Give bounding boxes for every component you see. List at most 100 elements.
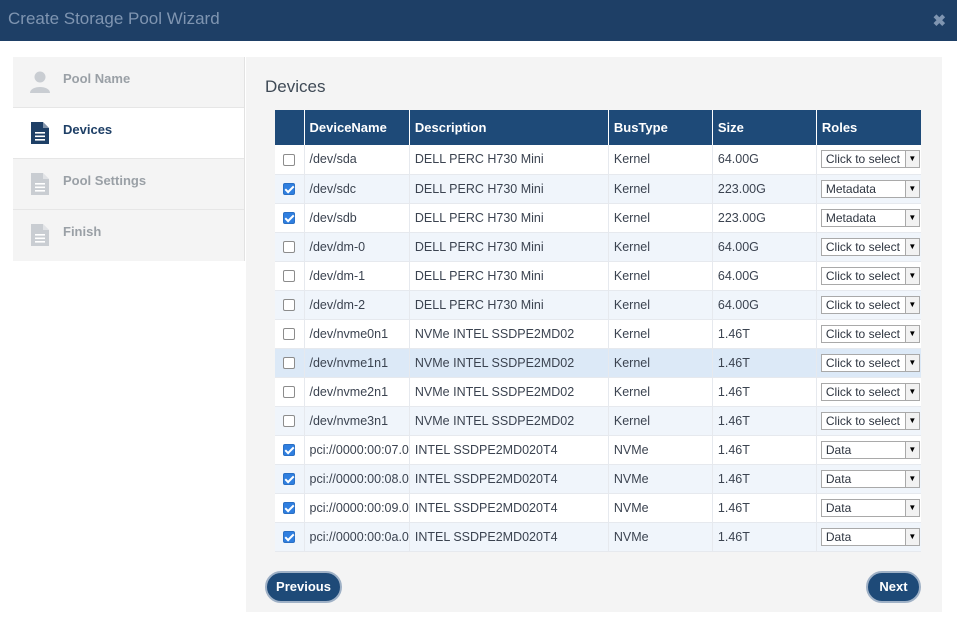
role-select[interactable]: Metadata ▼ — [820, 208, 920, 227]
row-checkbox[interactable] — [283, 357, 296, 370]
table-row[interactable]: /dev/nvme2n1 NVMe INTEL SSDPE2MD02 Kernel 1… — [275, 377, 921, 407]
role-select[interactable]: Data ▼ — [820, 527, 920, 546]
device-name-cell: /dev/nvme1n1 — [304, 348, 410, 378]
chevron-down-icon: ▼ — [904, 528, 919, 545]
role-select-value: Click to select — [825, 384, 900, 399]
role-select[interactable]: Data ▼ — [820, 469, 920, 488]
row-checkbox[interactable] — [283, 386, 296, 399]
description-cell: NVMe INTEL SSDPE2MD02 — [409, 348, 609, 378]
role-select-value: Data — [825, 471, 852, 486]
row-checkbox[interactable] — [283, 270, 296, 283]
close-icon[interactable]: ✖ — [932, 13, 946, 30]
table-row[interactable]: pci://0000:00:07.0 INTEL SSDPE2MD020T4 NVM… — [275, 435, 921, 465]
description-cell: NVMe INTEL SSDPE2MD02 — [409, 406, 609, 436]
wizard-step-finish[interactable]: Finish — [13, 210, 244, 261]
bustype-cell: NVMe — [608, 493, 713, 523]
next-button[interactable]: Next — [866, 571, 921, 603]
table-row[interactable]: pci://0000:00:09.0 INTEL SSDPE2MD020T4 NVM… — [275, 493, 921, 523]
column-header-description[interactable]: Description — [409, 110, 609, 145]
row-checkbox[interactable] — [283, 241, 296, 254]
description-cell: DELL PERC H730 Mini — [409, 261, 609, 291]
role-select[interactable]: Click to select ▼ — [820, 324, 920, 343]
role-select-value: Data — [825, 442, 852, 457]
role-select[interactable]: Data ▼ — [820, 440, 920, 459]
column-header-roles[interactable]: Roles — [816, 110, 921, 145]
row-checkbox[interactable] — [283, 473, 296, 486]
role-select-value: Click to select — [825, 152, 900, 167]
table-row[interactable]: /dev/dm-2 DELL PERC H730 Mini Kernel 64.00G… — [275, 290, 921, 320]
wizard-step-pool-settings[interactable]: Pool Settings — [13, 159, 244, 210]
wizard-step-label: Devices — [63, 122, 113, 137]
table-row[interactable]: /dev/sdb DELL PERC H730 Mini Kernel 223.00G… — [275, 203, 921, 233]
chevron-down-icon: ▼ — [904, 238, 919, 255]
description-cell: NVMe INTEL SSDPE2MD02 — [409, 377, 609, 407]
role-select-value: Data — [825, 529, 852, 544]
user-icon — [29, 70, 51, 94]
devices-table: DeviceName Description BusType Size Role… — [275, 110, 921, 552]
table-row[interactable]: /dev/nvme0n1 NVMe INTEL SSDPE2MD02 Kernel 1… — [275, 319, 921, 349]
roles-cell: Metadata ▼ — [816, 174, 921, 204]
row-select-cell — [275, 145, 305, 175]
description-cell: DELL PERC H730 Mini — [409, 174, 609, 204]
chevron-down-icon: ▼ — [904, 180, 919, 197]
role-select[interactable]: Click to select ▼ — [820, 295, 920, 314]
column-header-size[interactable]: Size — [712, 110, 817, 145]
role-select[interactable]: Click to select ▼ — [820, 382, 920, 401]
role-select[interactable]: Click to select ▼ — [820, 411, 920, 430]
roles-cell: Click to select ▼ — [816, 290, 921, 320]
role-select-value: Click to select — [825, 268, 900, 283]
device-name-cell: /dev/nvme3n1 — [304, 406, 410, 436]
table-row[interactable]: /dev/nvme1n1 NVMe INTEL SSDPE2MD02 Kernel 1… — [275, 348, 921, 378]
row-checkbox[interactable] — [283, 153, 296, 166]
row-checkbox[interactable] — [283, 299, 296, 312]
bustype-cell: NVMe — [608, 435, 713, 465]
row-checkbox[interactable] — [283, 531, 296, 544]
description-cell: INTEL SSDPE2MD020T4 — [409, 464, 609, 494]
table-row[interactable]: /dev/nvme3n1 NVMe INTEL SSDPE2MD02 Kernel 1… — [275, 406, 921, 436]
previous-button[interactable]: Previous — [265, 571, 342, 603]
column-header-bustype[interactable]: BusType — [608, 110, 713, 145]
table-row[interactable]: /dev/sdc DELL PERC H730 Mini Kernel 223.00G… — [275, 174, 921, 204]
size-cell: 1.46T — [712, 435, 817, 465]
row-checkbox[interactable] — [283, 415, 296, 428]
row-checkbox[interactable] — [283, 212, 296, 225]
main-panel: Devices DeviceName Description BusType S… — [246, 57, 942, 612]
row-checkbox[interactable] — [283, 328, 296, 341]
bustype-cell: Kernel — [608, 145, 713, 175]
row-checkbox[interactable] — [283, 183, 296, 196]
role-select[interactable]: Click to select ▼ — [820, 237, 920, 256]
table-row[interactable]: pci://0000:00:08.0 INTEL SSDPE2MD020T4 NVM… — [275, 464, 921, 494]
role-select[interactable]: Click to select ▼ — [820, 353, 920, 372]
roles-cell: Click to select ▼ — [816, 261, 921, 291]
wizard-step-devices[interactable]: Devices — [13, 108, 244, 159]
role-select[interactable]: Data ▼ — [820, 498, 920, 517]
table-row[interactable]: /dev/sda DELL PERC H730 Mini Kernel 64.00G C… — [275, 145, 921, 175]
roles-cell: Click to select ▼ — [816, 406, 921, 436]
role-select[interactable]: Click to select ▼ — [820, 150, 920, 169]
device-name-cell: pci://0000:00:0a.0 — [304, 522, 410, 552]
roles-cell: Data ▼ — [816, 522, 921, 552]
chevron-down-icon: ▼ — [904, 296, 919, 313]
row-checkbox[interactable] — [283, 502, 296, 515]
size-cell: 223.00G — [712, 203, 817, 233]
roles-cell: Click to select ▼ — [816, 348, 921, 378]
row-select-cell — [275, 522, 305, 552]
role-select[interactable]: Click to select ▼ — [820, 266, 920, 285]
size-cell: 1.46T — [712, 406, 817, 436]
description-cell: INTEL SSDPE2MD020T4 — [409, 522, 609, 552]
description-cell: INTEL SSDPE2MD020T4 — [409, 435, 609, 465]
row-select-cell — [275, 406, 305, 436]
table-row[interactable]: /dev/dm-1 DELL PERC H730 Mini Kernel 64.00G… — [275, 261, 921, 291]
row-select-cell — [275, 261, 305, 291]
table-row[interactable]: pci://0000:00:0a.0 INTEL SSDPE2MD020T4 NVM… — [275, 522, 921, 552]
column-header-devicename[interactable]: DeviceName — [304, 110, 410, 145]
device-name-cell: /dev/dm-0 — [304, 232, 410, 262]
document-icon — [29, 223, 51, 247]
role-select[interactable]: Metadata ▼ — [820, 179, 920, 198]
wizard-step-pool-name[interactable]: Pool Name — [13, 57, 244, 108]
device-name-cell: /dev/nvme0n1 — [304, 319, 410, 349]
table-row[interactable]: /dev/dm-0 DELL PERC H730 Mini Kernel 64.00G… — [275, 232, 921, 262]
bustype-cell: Kernel — [608, 290, 713, 320]
roles-cell: Metadata ▼ — [816, 203, 921, 233]
row-checkbox[interactable] — [283, 444, 296, 457]
